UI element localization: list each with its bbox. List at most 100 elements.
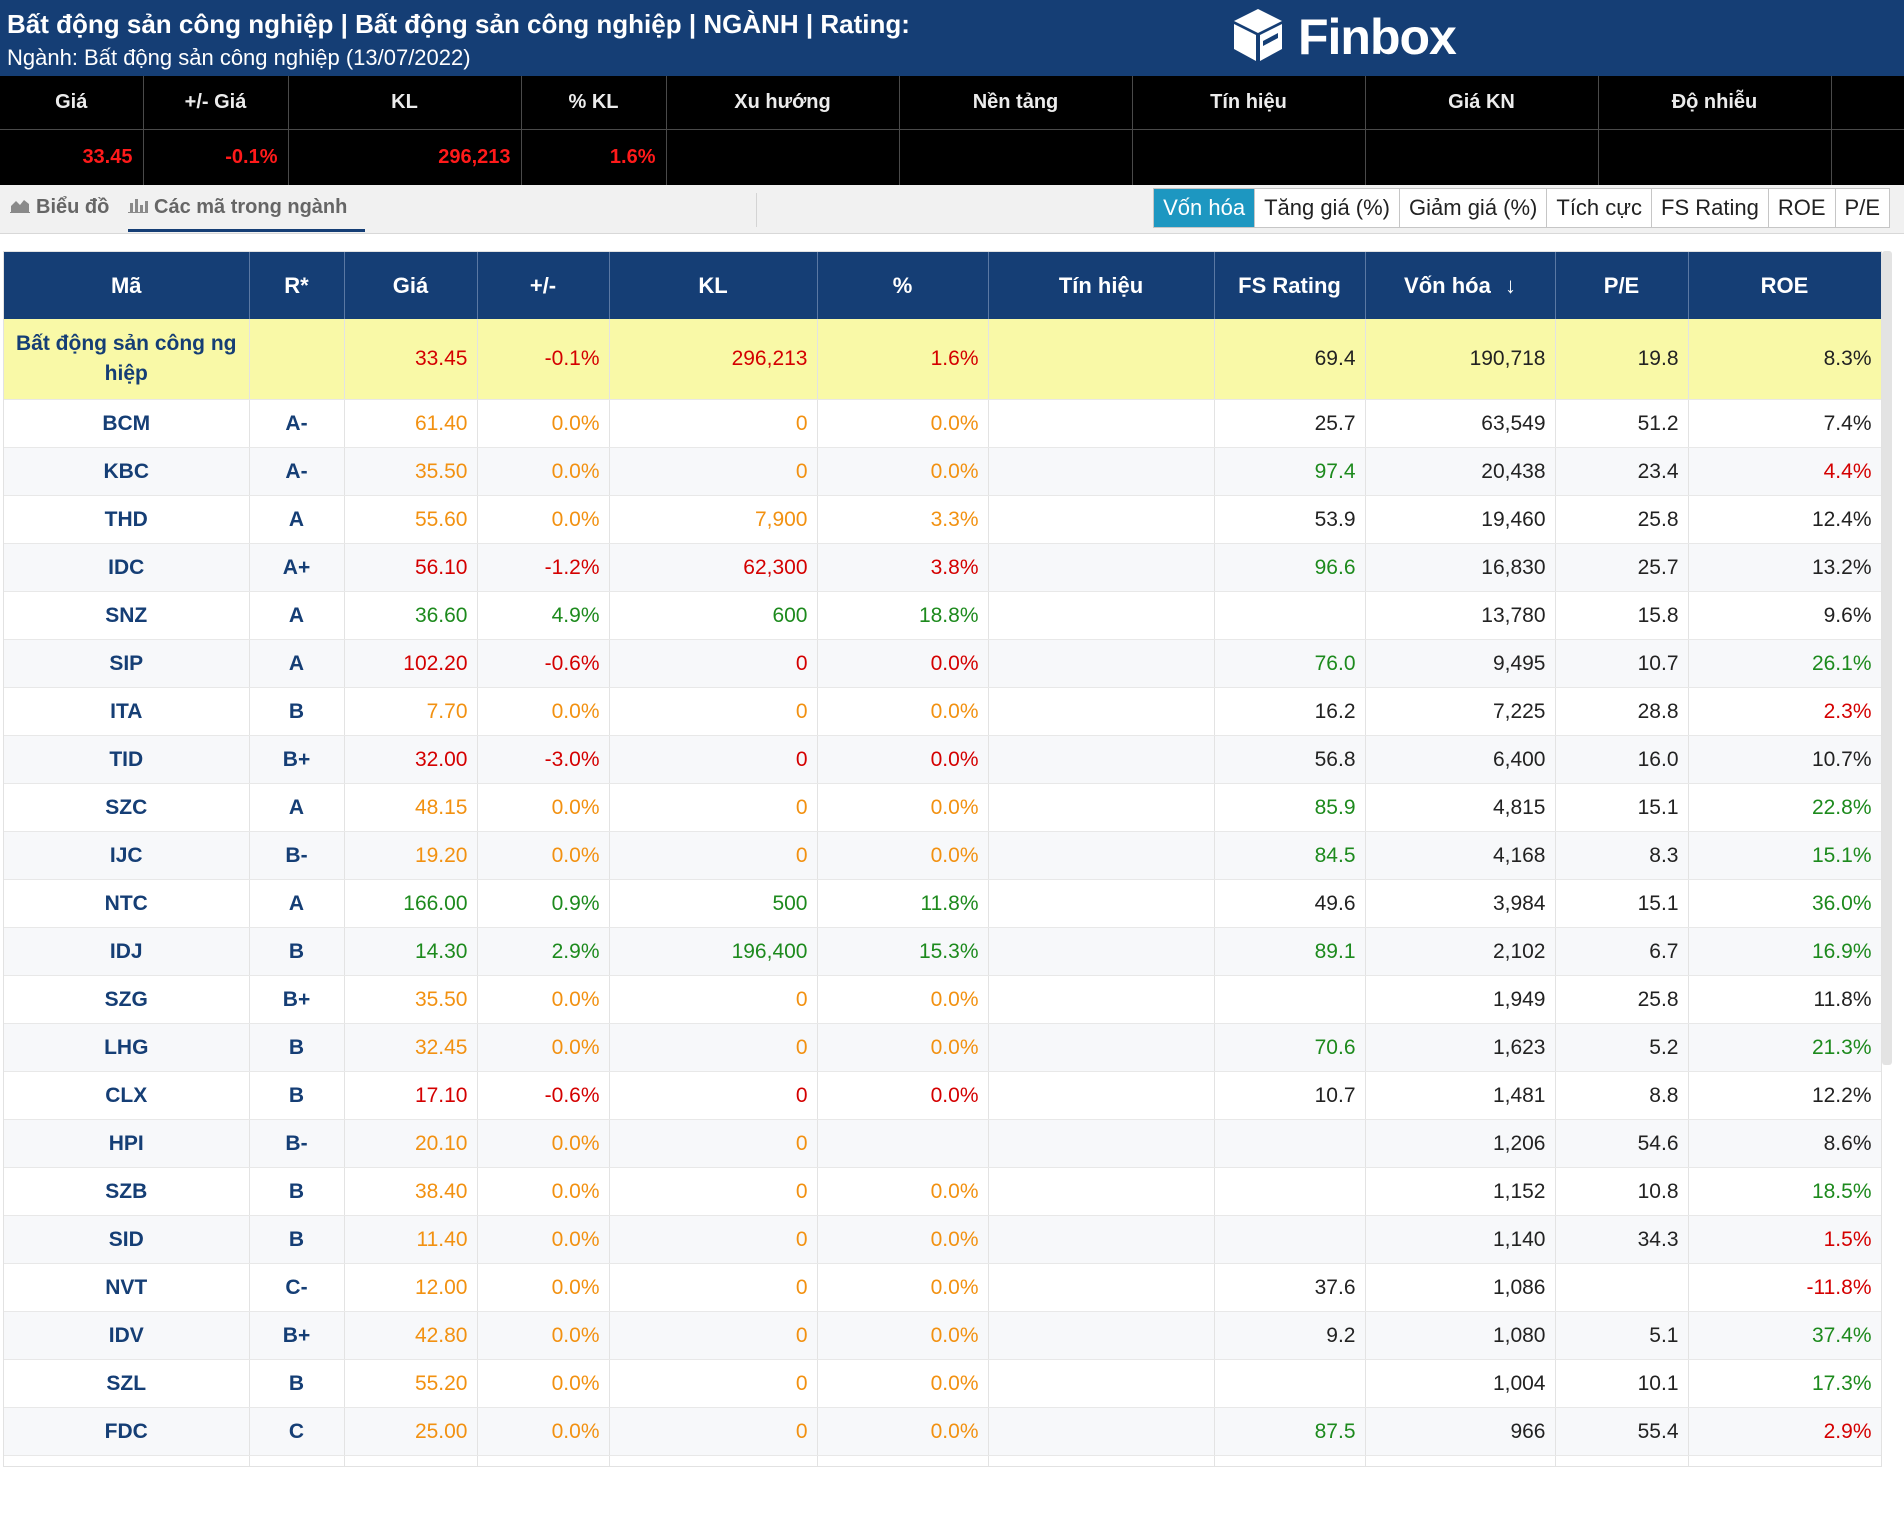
stock-symbol[interactable]: IDC <box>4 543 250 592</box>
summary-header-resistance-price: Giá KN <box>1365 76 1599 130</box>
stock-volume: 500 <box>609 879 818 928</box>
stock-symbol[interactable]: IJC <box>4 831 250 880</box>
table-row[interactable]: SZC A 48.15 0.0% 0 0.0% 85.9 4,815 15.1 22.8% <box>4 783 1881 832</box>
stock-symbol[interactable]: LHG <box>4 1023 250 1072</box>
summary-header-noise: Độ nhiễu <box>1598 76 1832 130</box>
stock-change: 0.0% <box>477 495 610 544</box>
stock-symbol[interactable]: SNZ <box>4 591 250 640</box>
stock-roe: 2.3% <box>1688 687 1881 736</box>
table-row[interactable]: SZG B+ 35.50 0.0% 0 0.0% 1,949 25.8 11.8% <box>4 975 1881 1024</box>
tab-chart[interactable]: Biểu đồ <box>10 185 109 229</box>
sort-price-gain-button[interactable]: Tăng giá (%) <box>1255 189 1401 227</box>
table-row[interactable] <box>4 1455 1881 1466</box>
stock-fs-rating <box>1214 1119 1366 1168</box>
stock-market-cap: 6,400 <box>1365 735 1556 784</box>
sort-price-loss-button[interactable]: Giảm giá (%) <box>1400 189 1548 227</box>
stock-symbol[interactable]: SZB <box>4 1167 250 1216</box>
industry-summary-row[interactable]: Bất động sản công ng hiệp 33.45 -0.1% 29… <box>4 319 1881 400</box>
stock-symbol[interactable]: CLX <box>4 1071 250 1120</box>
summary-value-spacer <box>1831 129 1904 185</box>
stock-volume: 0 <box>609 831 818 880</box>
stock-symbol[interactable]: IDJ <box>4 927 250 976</box>
col-header-rating[interactable]: R* <box>249 252 345 319</box>
table-row[interactable]: SIP A 102.20 -0.6% 0 0.0% 76.0 9,495 10.7 26.1% <box>4 639 1881 688</box>
stock-symbol[interactable]: SZG <box>4 975 250 1024</box>
table-row[interactable]: IDC A+ 56.10 -1.2% 62,300 3.8% 96.6 16,830 25.7 1… <box>4 543 1881 592</box>
sort-roe-button[interactable]: ROE <box>1769 189 1836 227</box>
table-row[interactable]: NTC A 166.00 0.9% 500 11.8% 49.6 3,984 15.1 36.0% <box>4 879 1881 928</box>
table-row[interactable]: BCM A- 61.40 0.0% 0 0.0% 25.7 63,549 51.2 7.4% <box>4 399 1881 448</box>
table-row[interactable]: TID B+ 32.00 -3.0% 0 0.0% 56.8 6,400 16.0 10.7% <box>4 735 1881 784</box>
stock-signal <box>988 687 1215 736</box>
table-row[interactable]: THD A 55.60 0.0% 7,900 3.3% 53.9 19,460 25.8 12.4… <box>4 495 1881 544</box>
col-header-volume[interactable]: KL <box>609 252 818 319</box>
stock-volume: 0 <box>609 1311 818 1360</box>
table-row[interactable]: SZL B 55.20 0.0% 0 0.0% 1,004 10.1 17.3% <box>4 1359 1881 1408</box>
table-row[interactable]: SNZ A 36.60 4.9% 600 18.8% 13,780 15.8 9.6% <box>4 591 1881 640</box>
table-row[interactable]: KBC A- 35.50 0.0% 0 0.0% 97.4 20,438 23.4 4.4% <box>4 447 1881 496</box>
sort-positive-button[interactable]: Tích cực <box>1547 189 1653 227</box>
stocks-table: Mã R* Giá +/- KL % Tín hiệu FS Rating Vố… <box>4 252 1881 1466</box>
col-header-fs-rating[interactable]: FS Rating <box>1214 252 1366 319</box>
col-header-price[interactable]: Giá <box>344 252 478 319</box>
stock-symbol[interactable]: TID <box>4 735 250 784</box>
stock-rating: B+ <box>249 975 345 1024</box>
table-row[interactable]: IJC B- 19.20 0.0% 0 0.0% 84.5 4,168 8.3 15.1% <box>4 831 1881 880</box>
stock-symbol[interactable]: SID <box>4 1215 250 1264</box>
stock-symbol[interactable]: SIP <box>4 639 250 688</box>
stock-pe: 5.1 <box>1555 1311 1689 1360</box>
stock-price: 25.00 <box>344 1407 478 1456</box>
col-header-signal[interactable]: Tín hiệu <box>988 252 1215 319</box>
col-header-pe[interactable]: P/E <box>1555 252 1689 319</box>
table-row[interactable]: SZB B 38.40 0.0% 0 0.0% 1,152 10.8 18.5% <box>4 1167 1881 1216</box>
industry-volume: 296,213 <box>609 319 818 400</box>
stocks-table-container[interactable]: Mã R* Giá +/- KL % Tín hiệu FS Rating Vố… <box>3 251 1882 1467</box>
col-header-roe[interactable]: ROE <box>1688 252 1881 319</box>
stock-symbol[interactable] <box>4 1455 250 1466</box>
stock-signal <box>988 1215 1215 1264</box>
sort-market-cap-button[interactable]: Vốn hóa <box>1154 189 1256 227</box>
stock-volume-pct: 0.0% <box>817 687 989 736</box>
stock-symbol[interactable]: BCM <box>4 399 250 448</box>
stock-symbol[interactable]: FDC <box>4 1407 250 1456</box>
stock-symbol[interactable]: THD <box>4 495 250 544</box>
stock-symbol[interactable]: SZC <box>4 783 250 832</box>
vertical-scrollbar[interactable] <box>1882 251 1892 1065</box>
stock-symbol[interactable]: KBC <box>4 447 250 496</box>
table-row[interactable]: CLX B 17.10 -0.6% 0 0.0% 10.7 1,481 8.8 12.2% <box>4 1071 1881 1120</box>
table-row[interactable]: LHG B 32.45 0.0% 0 0.0% 70.6 1,623 5.2 21.3% <box>4 1023 1881 1072</box>
stock-symbol[interactable]: NVT <box>4 1263 250 1312</box>
tab-industry-stocks[interactable]: Các mã trong ngành <box>128 185 366 232</box>
stock-symbol[interactable]: IDV <box>4 1311 250 1360</box>
stock-pe: 34.3 <box>1555 1215 1689 1264</box>
sort-fs-rating-button[interactable]: FS Rating <box>1652 189 1769 227</box>
stock-pe: 25.8 <box>1555 495 1689 544</box>
col-header-pct[interactable]: % <box>817 252 989 319</box>
stock-pe: 15.8 <box>1555 591 1689 640</box>
table-row[interactable]: IDV B+ 42.80 0.0% 0 0.0% 9.2 1,080 5.1 37.4% <box>4 1311 1881 1360</box>
col-header-market-cap[interactable]: Vốn hóa ↓ <box>1365 252 1556 319</box>
stock-volume-pct: 0.0% <box>817 1407 989 1456</box>
stock-market-cap: 1,481 <box>1365 1071 1556 1120</box>
stock-pe: 55.4 <box>1555 1407 1689 1456</box>
table-row[interactable]: IDJ B 14.30 2.9% 196,400 15.3% 89.1 2,102 6.7 16.… <box>4 927 1881 976</box>
stock-volume: 0 <box>609 1263 818 1312</box>
table-row[interactable]: NVT C- 12.00 0.0% 0 0.0% 37.6 1,086 -11.8% <box>4 1263 1881 1312</box>
col-header-symbol[interactable]: Mã <box>4 252 250 319</box>
table-row[interactable]: SID B 11.40 0.0% 0 0.0% 1,140 34.3 1.5% <box>4 1215 1881 1264</box>
finbox-logo[interactable]: Finbox <box>1232 4 1457 70</box>
stock-symbol[interactable]: ITA <box>4 687 250 736</box>
stock-symbol[interactable]: SZL <box>4 1359 250 1408</box>
table-row[interactable]: HPI B- 20.10 0.0% 0 1,206 54.6 8.6% <box>4 1119 1881 1168</box>
stock-price: 20.10 <box>344 1119 478 1168</box>
stock-symbol[interactable]: NTC <box>4 879 250 928</box>
stock-signal <box>988 543 1215 592</box>
sort-pe-button[interactable]: P/E <box>1844 195 1880 220</box>
col-header-change[interactable]: +/- <box>477 252 610 319</box>
stock-change: 0.0% <box>477 831 610 880</box>
table-row[interactable]: FDC C 25.00 0.0% 0 0.0% 87.5 966 55.4 2.9% <box>4 1407 1881 1456</box>
industry-price: 33.45 <box>344 319 478 400</box>
table-row[interactable]: ITA B 7.70 0.0% 0 0.0% 16.2 7,225 28.8 2.3% <box>4 687 1881 736</box>
stock-symbol[interactable]: HPI <box>4 1119 250 1168</box>
stock-rating <box>249 1455 345 1466</box>
